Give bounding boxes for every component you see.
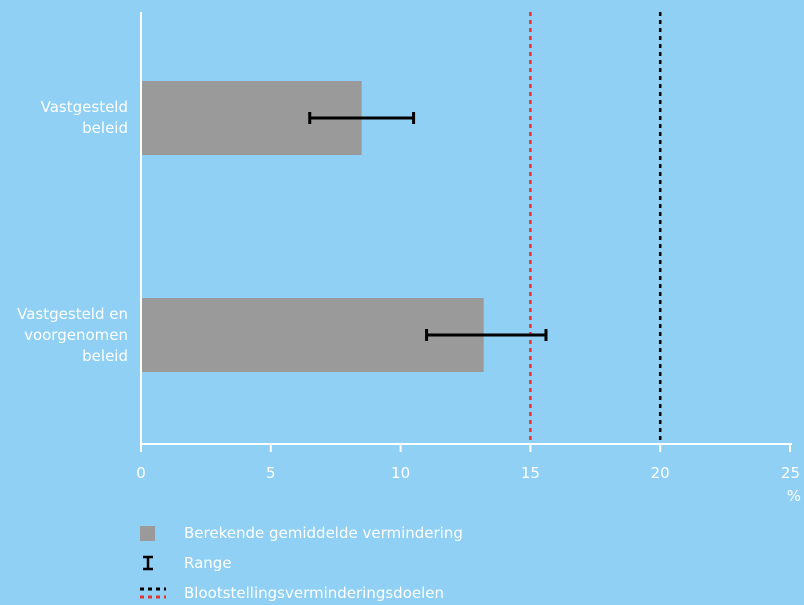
legend-label-range: Range bbox=[184, 554, 232, 572]
x-tick-label-0: 0 bbox=[136, 464, 146, 482]
range-errorbar-2 bbox=[425, 329, 548, 341]
legend-label-targets: Blootstellingsverminderingsdoelen bbox=[184, 584, 445, 602]
x-tick-label-15: 15 bbox=[521, 464, 540, 482]
x-tick-label-5: 5 bbox=[266, 464, 276, 482]
x-tick-label-20: 20 bbox=[651, 464, 670, 482]
legend-label-bar: Berekende gemiddelde vermindering bbox=[184, 524, 463, 542]
legend-swatch-targets bbox=[140, 587, 166, 599]
category-label-1: Vastgesteld beleid bbox=[40, 98, 128, 137]
range-errorbar-1 bbox=[308, 112, 416, 124]
category-label-2: Vastgesteld en voorgenomen beleid bbox=[17, 304, 128, 365]
x-unit-label: % bbox=[787, 487, 801, 505]
x-tick-label-25: 25 bbox=[781, 464, 800, 482]
legend-swatch-bar bbox=[140, 526, 155, 541]
legend-swatch-range bbox=[143, 555, 153, 571]
x-tick-label-10: 10 bbox=[391, 464, 410, 482]
